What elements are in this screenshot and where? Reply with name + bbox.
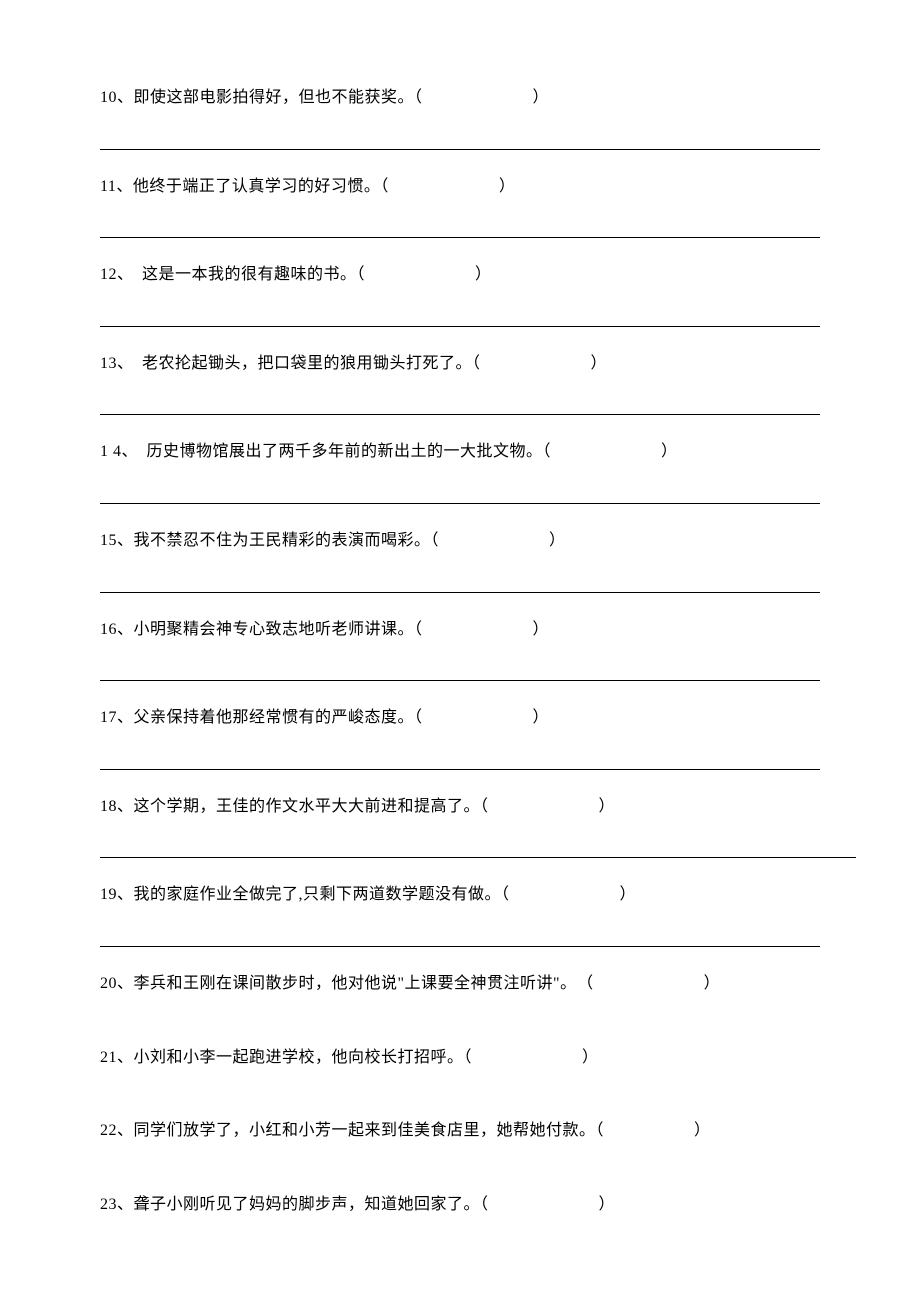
question-19: 19、我的家庭作业全做完了,只剩下两道数学题没有做。（） bbox=[100, 882, 820, 947]
answer-line-14 bbox=[100, 503, 820, 504]
question-16: 16、小明聚精会神专心致志地听老师讲课。（） bbox=[100, 617, 820, 682]
worksheet-content: 10、即使这部电影拍得好，但也不能获奖。（） 11、他终于端正了认真学习的好习惯。… bbox=[100, 85, 820, 1217]
answer-line-16 bbox=[100, 680, 820, 681]
question-18: 18、这个学期，王佳的作文水平大大前进和提高了。（） bbox=[100, 794, 820, 859]
question-text-22: 22、同学们放学了，小红和小芳一起来到佳美食店里，她帮她付款。（） bbox=[100, 1118, 820, 1144]
question-text-11: 11、他终于端正了认真学习的好习惯。（） bbox=[100, 174, 820, 200]
answer-line-12 bbox=[100, 326, 820, 327]
question-text-14: 1 4、 历史博物馆展出了两千多年前的新出土的一大批文物。（） bbox=[100, 439, 820, 465]
question-17: 17、父亲保持着他那经常惯有的严峻态度。（） bbox=[100, 705, 820, 770]
answer-line-15 bbox=[100, 592, 820, 593]
question-text-12: 12、 这是一本我的很有趣味的书。（） bbox=[100, 262, 820, 288]
question-text-20: 20、李兵和王刚在课间散步时，他对他说"上课要全神贯注听讲"。 （） bbox=[100, 971, 820, 997]
question-20: 20、李兵和王刚在课间散步时，他对他说"上课要全神贯注听讲"。 （） bbox=[100, 971, 820, 997]
question-11: 11、他终于端正了认真学习的好习惯。（） bbox=[100, 174, 820, 239]
question-text-15: 15、我不禁忍不住为王民精彩的表演而喝彩。（） bbox=[100, 528, 820, 554]
question-text-18: 18、这个学期，王佳的作文水平大大前进和提高了。（） bbox=[100, 794, 820, 820]
question-23: 23、聋子小刚听见了妈妈的脚步声，知道她回家了。（） bbox=[100, 1192, 820, 1218]
question-text-16: 16、小明聚精会神专心致志地听老师讲课。（） bbox=[100, 617, 820, 643]
question-15: 15、我不禁忍不住为王民精彩的表演而喝彩。（） bbox=[100, 528, 820, 593]
question-22: 22、同学们放学了，小红和小芳一起来到佳美食店里，她帮她付款。（） bbox=[100, 1118, 820, 1144]
question-text-21: 21、小刘和小李一起跑进学校，他向校长打招呼。（） bbox=[100, 1045, 820, 1071]
question-text-10: 10、即使这部电影拍得好，但也不能获奖。（） bbox=[100, 85, 820, 111]
question-10: 10、即使这部电影拍得好，但也不能获奖。（） bbox=[100, 85, 820, 150]
answer-line-11 bbox=[100, 237, 820, 238]
answer-line-13 bbox=[100, 414, 820, 415]
question-text-17: 17、父亲保持着他那经常惯有的严峻态度。（） bbox=[100, 705, 820, 731]
question-text-13: 13、 老农抡起锄头，把口袋里的狼用锄头打死了。（） bbox=[100, 351, 820, 377]
answer-line-18 bbox=[100, 857, 856, 858]
answer-line-19 bbox=[100, 946, 820, 947]
question-text-19: 19、我的家庭作业全做完了,只剩下两道数学题没有做。（） bbox=[100, 882, 820, 908]
question-12: 12、 这是一本我的很有趣味的书。（） bbox=[100, 262, 820, 327]
question-text-23: 23、聋子小刚听见了妈妈的脚步声，知道她回家了。（） bbox=[100, 1192, 820, 1218]
question-14: 1 4、 历史博物馆展出了两千多年前的新出土的一大批文物。（） bbox=[100, 439, 820, 504]
question-13: 13、 老农抡起锄头，把口袋里的狼用锄头打死了。（） bbox=[100, 351, 820, 416]
answer-line-10 bbox=[100, 149, 820, 150]
answer-line-17 bbox=[100, 769, 820, 770]
question-21: 21、小刘和小李一起跑进学校，他向校长打招呼。（） bbox=[100, 1045, 820, 1071]
